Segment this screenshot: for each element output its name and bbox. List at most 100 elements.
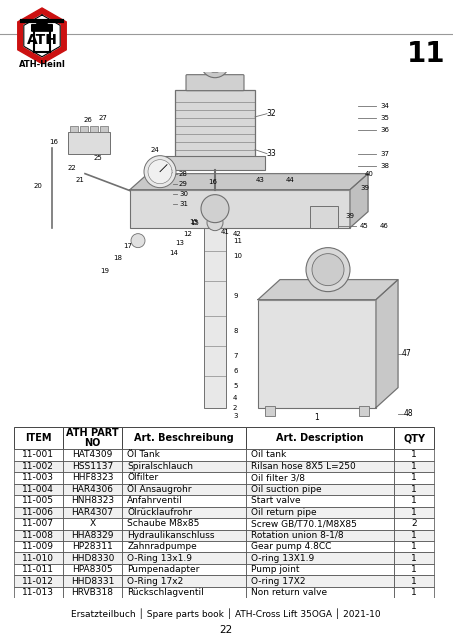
FancyBboxPatch shape — [394, 507, 434, 518]
Text: 25: 25 — [94, 155, 102, 161]
FancyBboxPatch shape — [14, 472, 63, 484]
FancyBboxPatch shape — [394, 518, 434, 529]
Text: Pump joint: Pump joint — [251, 565, 299, 574]
FancyBboxPatch shape — [63, 495, 122, 507]
Polygon shape — [130, 173, 368, 189]
Text: Non return valve: Non return valve — [251, 588, 327, 597]
Circle shape — [201, 50, 229, 77]
Text: HHF8323: HHF8323 — [72, 474, 113, 483]
Text: 1: 1 — [411, 531, 417, 540]
Text: HHD8330: HHD8330 — [71, 554, 114, 563]
Text: ATH PART
NO: ATH PART NO — [66, 428, 119, 449]
Text: 41: 41 — [221, 228, 229, 235]
Text: 11-004: 11-004 — [22, 485, 54, 494]
Text: 1: 1 — [411, 508, 417, 517]
FancyBboxPatch shape — [63, 484, 122, 495]
FancyBboxPatch shape — [14, 495, 63, 507]
Circle shape — [207, 214, 223, 230]
FancyBboxPatch shape — [246, 507, 394, 518]
FancyBboxPatch shape — [359, 406, 369, 415]
Text: ATH: ATH — [27, 33, 58, 47]
Text: 16: 16 — [208, 179, 217, 185]
Text: O-Ring 13x1.9: O-Ring 13x1.9 — [127, 554, 192, 563]
Text: 1: 1 — [315, 413, 319, 422]
Text: 2: 2 — [233, 404, 237, 411]
Text: 19: 19 — [101, 268, 110, 274]
Text: Zahnradpumpe: Zahnradpumpe — [127, 542, 197, 551]
FancyBboxPatch shape — [63, 507, 122, 518]
FancyBboxPatch shape — [63, 472, 122, 484]
Text: 28: 28 — [179, 171, 188, 177]
FancyBboxPatch shape — [14, 507, 63, 518]
Text: Gear pump 4.8CC: Gear pump 4.8CC — [251, 542, 331, 551]
FancyBboxPatch shape — [122, 541, 246, 552]
Text: O-Ring 17x2: O-Ring 17x2 — [127, 577, 183, 586]
Text: 38: 38 — [380, 163, 389, 169]
FancyBboxPatch shape — [70, 125, 78, 132]
FancyBboxPatch shape — [204, 228, 226, 408]
FancyBboxPatch shape — [14, 575, 63, 587]
Circle shape — [131, 234, 145, 248]
FancyBboxPatch shape — [14, 484, 63, 495]
Text: 5: 5 — [233, 383, 237, 388]
FancyBboxPatch shape — [122, 495, 246, 507]
FancyBboxPatch shape — [246, 427, 394, 449]
FancyBboxPatch shape — [130, 189, 350, 228]
Text: 36: 36 — [380, 127, 389, 132]
FancyBboxPatch shape — [122, 484, 246, 495]
FancyBboxPatch shape — [394, 541, 434, 552]
Text: 32: 32 — [266, 109, 276, 118]
Text: 31: 31 — [179, 201, 188, 207]
FancyBboxPatch shape — [246, 484, 394, 495]
Text: 9: 9 — [233, 292, 237, 299]
Text: 11-007: 11-007 — [22, 519, 54, 528]
FancyBboxPatch shape — [394, 587, 434, 598]
Text: 45: 45 — [360, 223, 369, 228]
Text: 37: 37 — [380, 150, 389, 157]
FancyBboxPatch shape — [246, 552, 394, 564]
Text: 12: 12 — [183, 230, 193, 237]
FancyBboxPatch shape — [165, 156, 265, 170]
FancyBboxPatch shape — [394, 449, 434, 461]
FancyBboxPatch shape — [246, 541, 394, 552]
Text: 6: 6 — [233, 367, 237, 374]
FancyBboxPatch shape — [122, 518, 246, 529]
FancyBboxPatch shape — [394, 484, 434, 495]
Circle shape — [144, 156, 176, 188]
Text: Spiralschlauch: Spiralschlauch — [127, 462, 193, 471]
Text: 18: 18 — [114, 255, 122, 260]
FancyBboxPatch shape — [14, 552, 63, 564]
Text: HAR4307: HAR4307 — [72, 508, 114, 517]
Text: 10: 10 — [233, 253, 242, 259]
FancyBboxPatch shape — [394, 575, 434, 587]
Text: 34: 34 — [380, 102, 389, 109]
FancyBboxPatch shape — [14, 449, 63, 461]
Polygon shape — [36, 21, 48, 25]
Text: 42: 42 — [233, 230, 241, 237]
Text: 22: 22 — [219, 625, 233, 635]
Polygon shape — [258, 280, 398, 300]
FancyBboxPatch shape — [175, 90, 255, 157]
FancyBboxPatch shape — [14, 564, 63, 575]
Circle shape — [201, 195, 229, 223]
Text: 14: 14 — [169, 250, 178, 255]
FancyBboxPatch shape — [246, 472, 394, 484]
Text: 16: 16 — [49, 139, 58, 145]
FancyBboxPatch shape — [90, 125, 98, 132]
FancyBboxPatch shape — [246, 449, 394, 461]
Text: O-ring 17X2: O-ring 17X2 — [251, 577, 305, 586]
FancyBboxPatch shape — [246, 564, 394, 575]
Text: 17: 17 — [124, 243, 132, 249]
Text: 35: 35 — [380, 115, 389, 121]
FancyBboxPatch shape — [122, 449, 246, 461]
Circle shape — [206, 54, 224, 73]
Text: HHD8331: HHD8331 — [71, 577, 114, 586]
Text: O-ring 13X1.9: O-ring 13X1.9 — [251, 554, 314, 563]
Text: Oil tank: Oil tank — [251, 451, 286, 460]
Polygon shape — [376, 280, 398, 408]
FancyBboxPatch shape — [394, 529, 434, 541]
FancyBboxPatch shape — [246, 587, 394, 598]
Text: 11: 11 — [233, 237, 242, 244]
FancyBboxPatch shape — [68, 132, 110, 154]
FancyBboxPatch shape — [63, 461, 122, 472]
